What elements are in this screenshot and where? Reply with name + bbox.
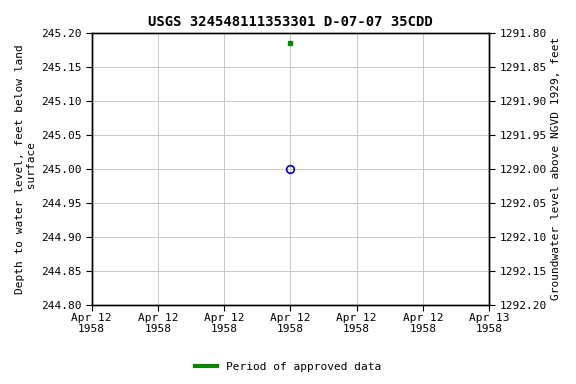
Legend: Period of approved data: Period of approved data — [191, 358, 385, 377]
Title: USGS 324548111353301 D-07-07 35CDD: USGS 324548111353301 D-07-07 35CDD — [148, 15, 433, 29]
Y-axis label: Groundwater level above NGVD 1929, feet: Groundwater level above NGVD 1929, feet — [551, 37, 561, 300]
Y-axis label: Depth to water level, feet below land
 surface: Depth to water level, feet below land su… — [15, 44, 37, 294]
